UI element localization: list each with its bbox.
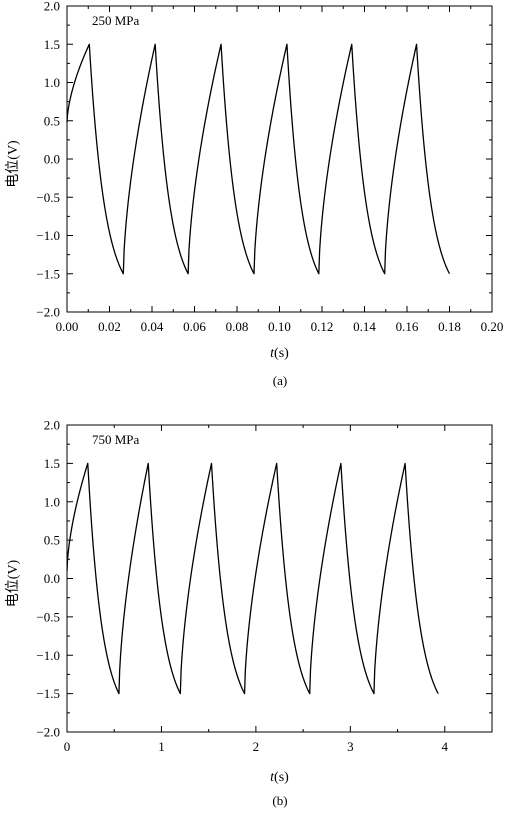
x-tick-label: 0.20 xyxy=(481,319,504,334)
x-tick-label: 0.02 xyxy=(98,319,121,334)
y-tick-label: −1.0 xyxy=(36,648,60,663)
y-tick-label: 1.5 xyxy=(44,37,60,52)
y-tick-label: −2.0 xyxy=(36,305,60,320)
y-tick-label: −1.5 xyxy=(36,266,60,281)
stress-annotation: 250 MPa xyxy=(92,13,140,28)
y-tick-label: −0.5 xyxy=(36,609,60,624)
x-tick-label: 0.16 xyxy=(396,319,419,334)
x-tick-label: 0.08 xyxy=(226,319,249,334)
y-tick-label: 1.5 xyxy=(44,456,60,471)
plot-frame xyxy=(66,424,493,733)
potential-series-line xyxy=(66,43,451,275)
y-tick-label: 0.5 xyxy=(44,533,60,548)
stress-annotation: 750 MPa xyxy=(92,432,140,447)
y-axis-label: 电位(V) xyxy=(5,559,21,607)
y-tick-label: 0.0 xyxy=(44,152,60,167)
plot-frame xyxy=(66,5,493,313)
y-tick-label: −2.0 xyxy=(36,725,60,740)
y-tick-label: 0.5 xyxy=(44,113,60,128)
y-tick-label: −1.5 xyxy=(36,686,60,701)
x-tick-label: 3 xyxy=(347,739,354,754)
y-tick-label: 2.0 xyxy=(44,418,60,433)
chart-panel-a: 0.00 0.02 0.04 0.06 0.08 0.10 0.12 0.14 0.16 0.18… xyxy=(5,0,503,361)
x-tick-label: 0.06 xyxy=(183,319,206,334)
y-tick-label: 1.0 xyxy=(44,494,60,509)
y-axis-label: 电位(V) xyxy=(5,140,21,188)
x-tick-label: 0 xyxy=(64,739,71,754)
x-tick-label: 4 xyxy=(442,739,449,754)
y-tick-label: −1.0 xyxy=(36,228,60,243)
x-tick-label: 0.00 xyxy=(56,319,79,334)
x-tick-label: 0.12 xyxy=(311,319,334,334)
x-axis-label: t(s) xyxy=(270,346,289,361)
x-tick-label: 2 xyxy=(253,739,260,754)
potential-series-line xyxy=(66,462,439,695)
chart-panel-b: 0 1 2 3 4 −2.0 −1.5 −1.0 −0.5 0.0 0.5 1.0 1.5 2.0 t(s)… xyxy=(5,418,493,785)
x-axis-label: t(s) xyxy=(270,770,289,785)
y-tick-label: 1.0 xyxy=(44,75,60,90)
x-tick-label: 0.14 xyxy=(353,319,376,334)
y-tick-label: 0.0 xyxy=(44,571,60,586)
x-tick-label: 0.10 xyxy=(268,319,291,334)
x-tick-label: 0.04 xyxy=(141,319,164,334)
x-tick-label: 1 xyxy=(158,739,165,754)
panel-b-caption: (b) xyxy=(272,793,287,808)
x-tick-label: 0.18 xyxy=(438,319,461,334)
panel-a-caption: (a) xyxy=(273,373,287,388)
y-tick-label: −0.5 xyxy=(36,190,60,205)
y-tick-label: 2.0 xyxy=(44,0,60,14)
